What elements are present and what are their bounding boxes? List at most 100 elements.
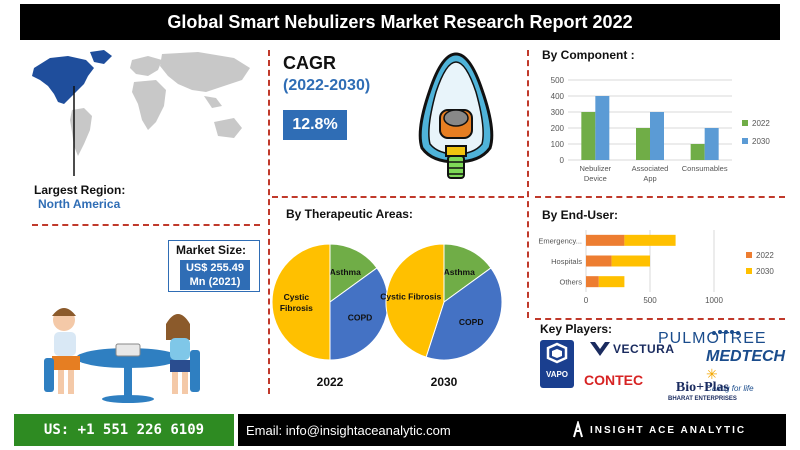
contec-logo: CONTEC (584, 372, 643, 390)
pie-slice-label: Cystic Fibrosis (380, 292, 441, 302)
pulmotree-logo-text: PULMOTREE (658, 330, 767, 347)
bioplas-logo-text: Bio+Plas (675, 380, 729, 395)
pie-year-label: 2030 (431, 375, 458, 389)
enduser-bar-2030 (611, 255, 650, 267)
footer-brand-text: INSIGHT ACE ANALYTIC (590, 424, 747, 436)
medtech-logo-text: MEDTECH (706, 348, 786, 365)
component-bar-2030 (704, 128, 719, 160)
market-size-value-line1: US$ 255.49 (185, 262, 245, 274)
component-y-tick-label: 0 (560, 156, 565, 165)
map-africa (132, 80, 166, 130)
component-y-tick-label: 400 (551, 92, 565, 101)
component-x-tick-label: Associated (632, 164, 669, 173)
pie-slice-label: Fibrosis (280, 303, 313, 313)
component-bar-2022 (636, 128, 650, 160)
map-australia (214, 118, 242, 138)
divider-cagr (272, 196, 524, 198)
component-bar-2030 (595, 96, 610, 160)
component-legend-swatch (742, 138, 748, 144)
footer-email[interactable]: Email: info@insightaceanalytic.com (238, 414, 560, 446)
pie-slice-copd (329, 267, 389, 361)
footer-brand: INSIGHT ACE ANALYTIC (560, 414, 786, 446)
market-size-value-line2: Mn (2021) (189, 276, 241, 288)
medtech-sun-icon: ✳ (706, 366, 718, 382)
enduser-bar-2030 (598, 276, 625, 288)
contec-logo-text: CONTEC (584, 372, 644, 388)
bioplas-subtitle: BHARAT ENTERPRISES (668, 396, 737, 402)
vectura-logo-text: VECTURA (613, 342, 675, 356)
largest-region-value: North America (38, 197, 121, 211)
component-x-tick-label: Nebulizer (579, 164, 611, 173)
enduser-x-tick-label: 500 (643, 296, 657, 305)
component-x-tick-label: Consumables (682, 164, 728, 173)
divider-region (32, 224, 260, 226)
vapo-logo-text: VAPO (545, 370, 569, 379)
nebulizer-mask-illustration (410, 50, 502, 186)
keyplayers-section-title: Key Players: (540, 322, 613, 336)
enduser-bar-2022 (586, 255, 612, 267)
component-legend-label: 2030 (752, 137, 770, 146)
pie-slice-copd (425, 267, 503, 361)
pie-slice-label: COPD (348, 312, 373, 322)
cagr-value: 12.8% (292, 116, 338, 133)
enduser-legend-label: 2022 (756, 251, 774, 260)
component-legend-swatch (742, 120, 748, 126)
children-illustration (30, 300, 220, 405)
map-se-asia (204, 96, 222, 108)
component-bar-2022 (581, 112, 596, 160)
enduser-legend-swatch (746, 268, 752, 274)
enduser-y-tick-label: Hospitals (551, 257, 582, 266)
component-section-title: By Component : (542, 48, 635, 62)
footer-email-text[interactable]: Email: info@insightaceanalytic.com (246, 422, 451, 438)
divider-left (268, 50, 270, 394)
enduser-bar-2022 (586, 234, 625, 246)
therapeutic-section-title: By Therapeutic Areas: (286, 207, 413, 221)
component-y-tick-label: 200 (551, 124, 565, 133)
market-size-box (168, 240, 260, 292)
component-x-tick-label: Device (584, 174, 607, 183)
enduser-bar-2030 (624, 234, 676, 246)
component-y-tick-label: 300 (551, 108, 565, 117)
map-north-america (32, 56, 94, 104)
pie-slice-label: Asthma (444, 267, 475, 277)
enduser-bar-2022 (586, 276, 599, 288)
cagr-title: CAGR (283, 53, 336, 73)
pie-slice-cystic-fibrosis (385, 243, 445, 358)
report-title-bar: Global Smart Nebulizers Market Research … (20, 4, 780, 40)
pie-slice-label: COPD (459, 317, 484, 327)
footer-phone-text: US: +1 551 226 6109 (43, 422, 205, 438)
component-legend-label: 2022 (752, 119, 770, 128)
largest-region-label: Largest Region: (34, 183, 126, 197)
enduser-section-title: By End-User: (542, 208, 619, 222)
vapo-logo: VAPO (540, 340, 574, 388)
enduser-bar-chart: 0 500 1000 Emergency... Hospitals Others 2022 2… (538, 230, 774, 305)
enduser-legend-label: 2030 (756, 267, 774, 276)
divider-component (535, 196, 785, 198)
pie-year-label: 2022 (317, 375, 344, 389)
enduser-legend-swatch (746, 252, 752, 258)
footer-phone: US: +1 551 226 6109 (14, 414, 234, 446)
map-south-america (70, 108, 92, 156)
pie-slice-asthma (443, 243, 492, 303)
component-y-tick-label: 100 (551, 140, 565, 149)
market-size-label: Market Size: (176, 243, 247, 257)
enduser-y-tick-label: Others (559, 278, 582, 287)
divider-right (527, 50, 529, 318)
map-europe (130, 56, 162, 76)
map-asia (160, 52, 250, 92)
component-bar-2022 (690, 144, 705, 160)
divider-enduser (535, 318, 785, 320)
market-size-value: US$ 255.49 Mn (2021) (180, 260, 250, 290)
medtech-logo: MEDTECH ✳ Caring for life (706, 348, 800, 393)
pie-slice-label: Asthma (330, 267, 361, 277)
cagr-value-badge: 12.8% (283, 110, 347, 140)
bioplas-logo: Bio+Plas BHARAT ENTERPRISES (668, 380, 737, 402)
enduser-y-tick-label: Emergency... (538, 236, 582, 245)
pulmotree-logo: PULMOTREE (658, 328, 788, 355)
medtech-tagline: Caring for life (706, 384, 754, 393)
pie-slice-label: Cystic (284, 292, 310, 302)
cagr-period: (2022-2030) (283, 77, 371, 94)
enduser-x-tick-label: 0 (584, 296, 589, 305)
